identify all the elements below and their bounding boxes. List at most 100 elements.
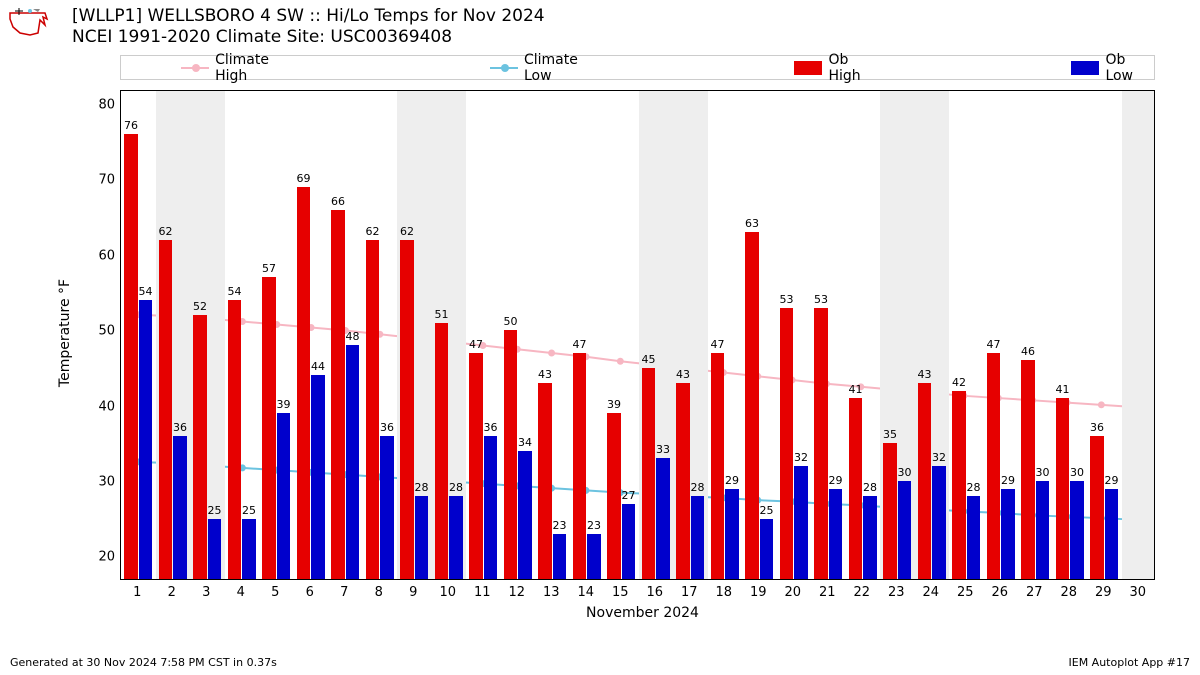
x-tick-label: 19 bbox=[750, 585, 767, 600]
x-axis-label: November 2024 bbox=[586, 605, 699, 621]
ob-low-bar-label: 30 bbox=[1035, 466, 1049, 479]
ob-high-bar-label: 52 bbox=[193, 300, 207, 313]
y-tick-label: 40 bbox=[85, 399, 115, 414]
legend-swatch-climate-high bbox=[181, 67, 209, 69]
chart-area: Climate High Climate Low Ob High Ob Low … bbox=[70, 55, 1165, 610]
plot-area: 7662525457696662625147504347394543476353… bbox=[120, 90, 1155, 580]
ob-low-bar bbox=[691, 496, 704, 579]
ob-high-bar bbox=[331, 210, 344, 579]
ob-low-bar-label: 34 bbox=[518, 436, 532, 449]
ob-high-bar bbox=[297, 187, 310, 579]
ob-high-bar-label: 43 bbox=[676, 368, 690, 381]
ob-low-bar bbox=[346, 345, 359, 579]
ob-high-bar bbox=[469, 353, 482, 579]
ob-high-bar bbox=[780, 308, 793, 579]
ob-high-bar-label: 62 bbox=[159, 225, 173, 238]
ob-high-bar bbox=[642, 368, 655, 579]
ob-low-bar-label: 32 bbox=[794, 451, 808, 464]
ob-high-bar bbox=[607, 413, 620, 579]
y-tick-label: 50 bbox=[85, 324, 115, 339]
ob-high-bar bbox=[193, 315, 206, 579]
ob-high-bar-label: 46 bbox=[1021, 345, 1035, 358]
ob-low-bar-label: 30 bbox=[897, 466, 911, 479]
ob-high-bar bbox=[952, 391, 965, 579]
ob-low-bar bbox=[1105, 489, 1118, 579]
ob-high-bar bbox=[987, 353, 1000, 579]
ob-low-bar bbox=[622, 504, 635, 579]
y-axis-label: Temperature °F bbox=[57, 278, 73, 386]
y-tick-label: 30 bbox=[85, 475, 115, 490]
y-tick-label: 80 bbox=[85, 98, 115, 113]
ob-low-bar-label: 29 bbox=[1001, 474, 1015, 487]
ob-high-bar-label: 66 bbox=[331, 195, 345, 208]
x-tick-label: 28 bbox=[1060, 585, 1077, 600]
ob-low-bar-label: 25 bbox=[759, 504, 773, 517]
x-tick-label: 24 bbox=[922, 585, 939, 600]
ob-low-bar bbox=[1036, 481, 1049, 579]
footer-app: IEM Autoplot App #17 bbox=[1069, 656, 1191, 669]
legend: Climate High Climate Low Ob High Ob Low bbox=[120, 55, 1155, 80]
ob-high-bar-label: 47 bbox=[987, 338, 1001, 351]
ob-low-bar-label: 28 bbox=[863, 481, 877, 494]
ob-low-bar bbox=[277, 413, 290, 579]
legend-label: Ob Low bbox=[1105, 52, 1154, 84]
ob-low-bar-label: 28 bbox=[449, 481, 463, 494]
ob-low-bar-label: 33 bbox=[656, 443, 670, 456]
ob-high-bar-label: 57 bbox=[262, 262, 276, 275]
ob-high-bar-label: 43 bbox=[918, 368, 932, 381]
ob-high-bar bbox=[435, 323, 448, 579]
ob-low-bar-label: 36 bbox=[380, 421, 394, 434]
ob-low-bar bbox=[760, 519, 773, 579]
x-tick-label: 9 bbox=[409, 585, 417, 600]
ob-high-bar bbox=[538, 383, 551, 579]
ob-high-bar bbox=[262, 277, 275, 579]
ob-high-bar bbox=[849, 398, 862, 579]
ob-low-bar bbox=[725, 489, 738, 579]
legend-label: Climate Low bbox=[524, 52, 604, 84]
x-tick-label: 17 bbox=[681, 585, 698, 600]
x-tick-label: 3 bbox=[202, 585, 210, 600]
ob-low-bar bbox=[380, 436, 393, 579]
ob-high-bar bbox=[573, 353, 586, 579]
x-tick-label: 13 bbox=[543, 585, 560, 600]
ob-high-bar bbox=[676, 383, 689, 579]
x-tick-label: 2 bbox=[168, 585, 176, 600]
y-tick-label: 20 bbox=[85, 550, 115, 565]
ob-low-bar bbox=[863, 496, 876, 579]
ob-high-bar bbox=[366, 240, 379, 579]
x-tick-label: 26 bbox=[991, 585, 1008, 600]
ob-low-bar-label: 36 bbox=[483, 421, 497, 434]
ob-low-bar-label: 39 bbox=[276, 398, 290, 411]
x-tick-label: 4 bbox=[237, 585, 245, 600]
ob-low-bar bbox=[173, 436, 186, 579]
x-tick-label: 30 bbox=[1129, 585, 1146, 600]
climate-high-line-marker bbox=[1098, 401, 1105, 408]
ob-high-bar-label: 47 bbox=[711, 338, 725, 351]
ob-low-bar bbox=[932, 466, 945, 579]
ob-low-bar bbox=[794, 466, 807, 579]
legend-swatch-ob-low bbox=[1071, 61, 1099, 75]
ob-low-bar bbox=[449, 496, 462, 579]
x-tick-label: 7 bbox=[340, 585, 348, 600]
ob-low-bar-label: 29 bbox=[1104, 474, 1118, 487]
ob-high-bar-label: 36 bbox=[1090, 421, 1104, 434]
ob-high-bar-label: 53 bbox=[814, 293, 828, 306]
ob-low-bar bbox=[415, 496, 428, 579]
x-tick-label: 12 bbox=[508, 585, 525, 600]
ob-low-bar-label: 36 bbox=[173, 421, 187, 434]
x-tick-label: 16 bbox=[646, 585, 663, 600]
iem-logo bbox=[5, 5, 50, 40]
weekend-band bbox=[1122, 91, 1156, 579]
ob-low-bar bbox=[311, 375, 324, 579]
ob-high-bar-label: 39 bbox=[607, 398, 621, 411]
ob-high-bar bbox=[711, 353, 724, 579]
x-tick-label: 21 bbox=[819, 585, 836, 600]
x-tick-label: 18 bbox=[715, 585, 732, 600]
ob-low-bar bbox=[484, 436, 497, 579]
footer-generated: Generated at 30 Nov 2024 7:58 PM CST in … bbox=[10, 656, 277, 669]
ob-high-bar-label: 69 bbox=[297, 172, 311, 185]
x-tick-label: 22 bbox=[853, 585, 870, 600]
x-tick-label: 23 bbox=[888, 585, 905, 600]
x-tick-label: 14 bbox=[577, 585, 594, 600]
ob-low-bar-label: 25 bbox=[242, 504, 256, 517]
